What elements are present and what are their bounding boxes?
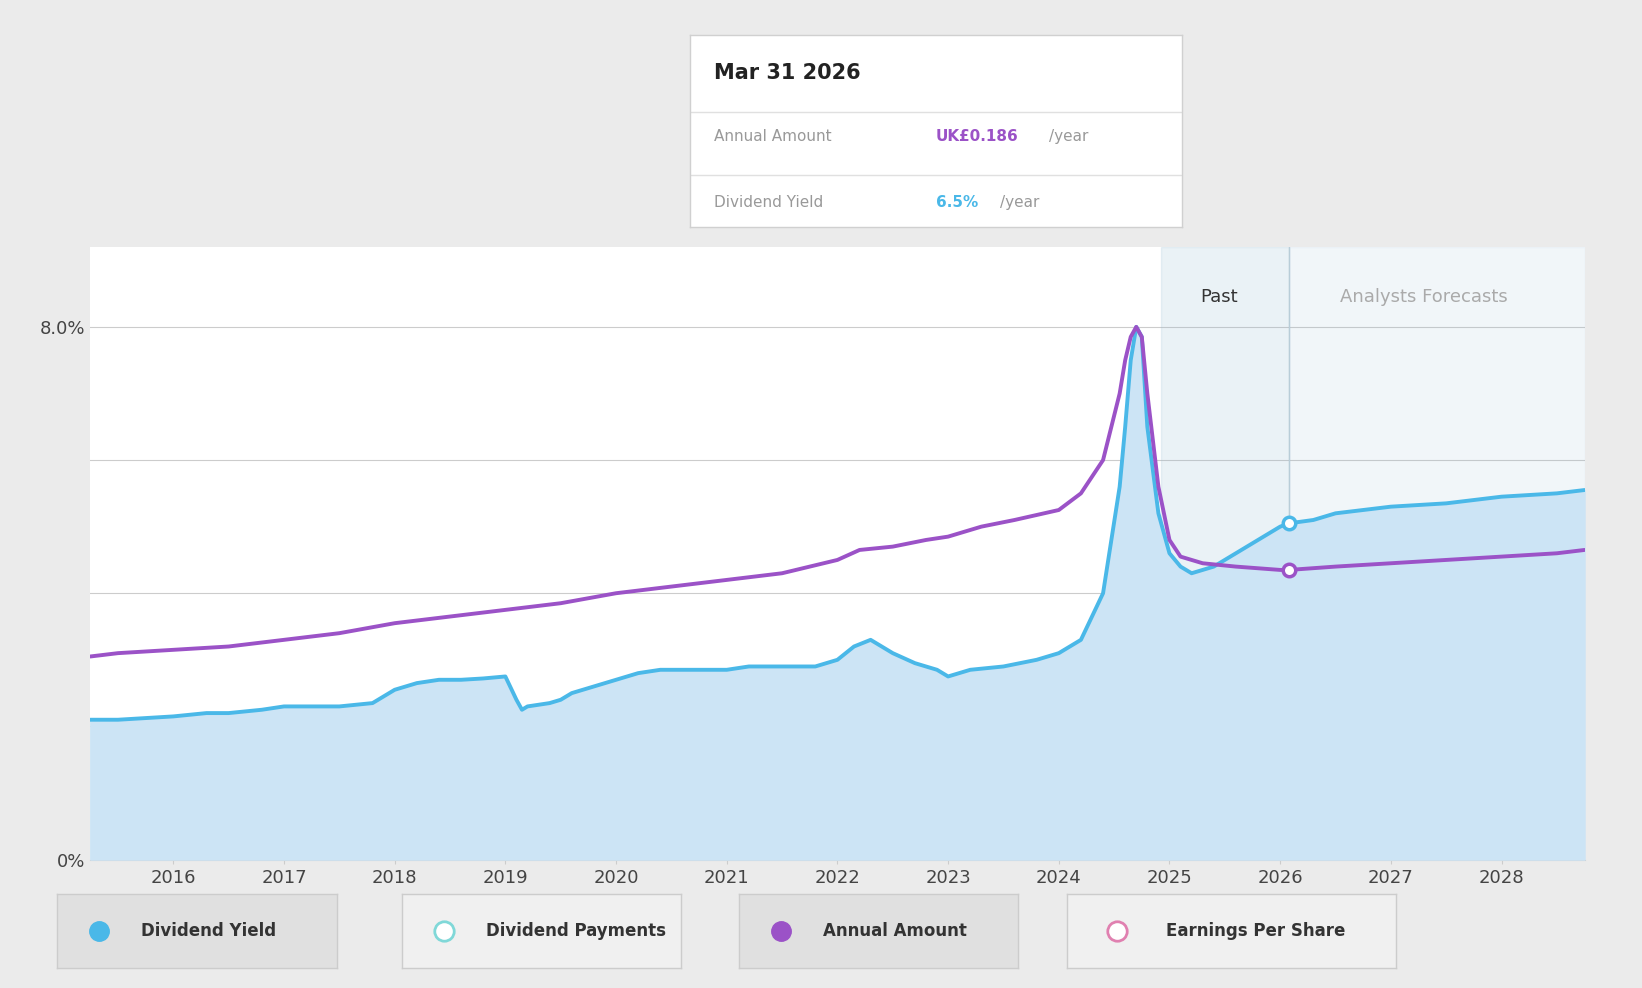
Text: UK£0.186: UK£0.186	[936, 129, 1018, 144]
Text: Dividend Yield: Dividend Yield	[714, 195, 824, 209]
Bar	[1289, 247, 1585, 860]
Text: Earnings Per Share: Earnings Per Share	[1166, 922, 1345, 941]
Text: Dividend Yield: Dividend Yield	[141, 922, 276, 941]
Text: /year: /year	[1000, 195, 1039, 209]
Text: Past: Past	[1200, 288, 1238, 306]
Text: Analysts Forecasts: Analysts Forecasts	[1340, 288, 1507, 306]
Text: Annual Amount: Annual Amount	[714, 129, 832, 144]
Text: /year: /year	[1049, 129, 1089, 144]
Text: Annual Amount: Annual Amount	[823, 922, 967, 941]
Text: 6.5%: 6.5%	[936, 195, 979, 209]
Text: Dividend Payments: Dividend Payments	[486, 922, 667, 941]
Bar	[1161, 247, 1289, 860]
Text: Mar 31 2026: Mar 31 2026	[714, 63, 860, 83]
